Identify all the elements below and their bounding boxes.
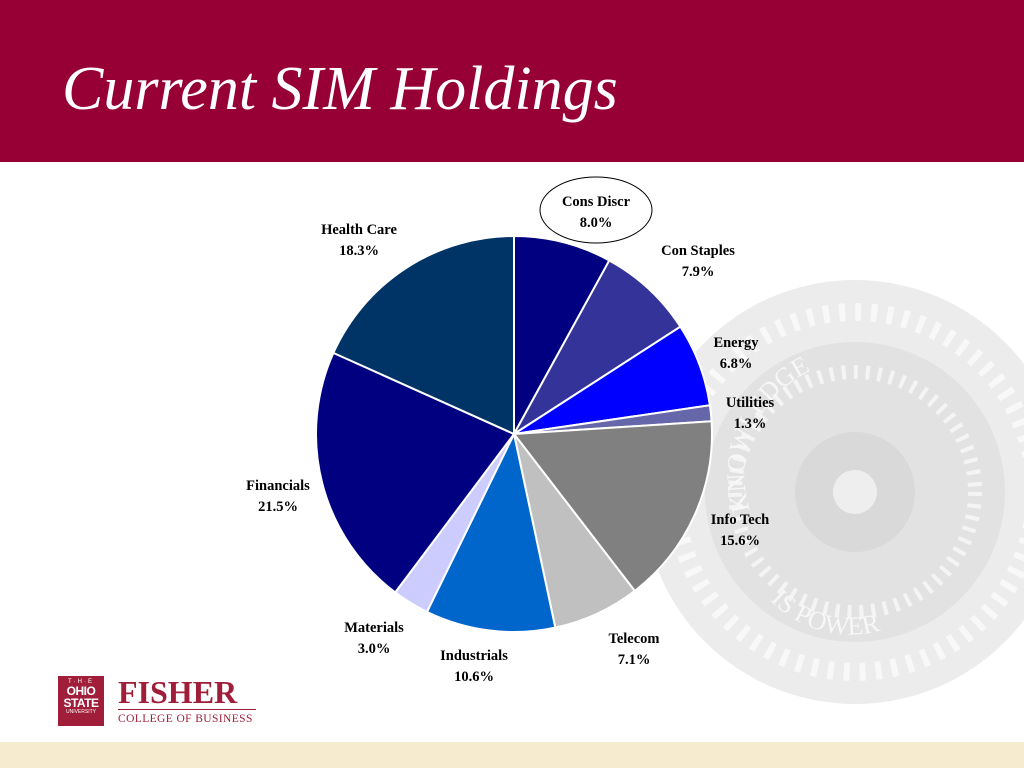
pie-slice-cons-discr xyxy=(513,234,611,435)
pie-slice-industrials xyxy=(425,430,557,633)
seal-line-ohio: OHIO xyxy=(66,684,96,698)
pie-slice-health-care xyxy=(332,234,515,436)
slice-value-financials: 21.5% xyxy=(258,499,298,515)
slice-value-energy: 6.8% xyxy=(720,356,753,372)
pie-slice-con-staples xyxy=(513,259,682,435)
slice-label-cons-discr: Cons Discr xyxy=(562,194,631,210)
slice-value-cons-discr: 8.0% xyxy=(580,215,613,231)
slice-label-energy: Energy xyxy=(713,335,759,351)
slice-label-industrials: Industrials xyxy=(440,648,508,664)
seal-line-state: STATE xyxy=(63,696,99,710)
title-banner: Current SIM Holdings xyxy=(0,0,1024,162)
seal-top-text: T·H·E xyxy=(68,679,94,685)
logo-subtitle: COLLEGE OF BUSINESS xyxy=(118,713,253,725)
slice-value-info-tech: 15.6% xyxy=(720,533,760,549)
slide-title: Current SIM Holdings xyxy=(62,55,618,123)
slice-label-materials: Materials xyxy=(344,620,404,636)
pie-slice-info-tech xyxy=(512,420,713,593)
slice-value-industrials: 10.6% xyxy=(454,669,494,685)
slice-value-telecom: 7.1% xyxy=(618,652,651,668)
seal-watermark: KNOWLEDGE IS POWER xyxy=(643,280,1024,704)
logo-name: FISHER xyxy=(118,674,238,710)
fisher-logo: T·H·E OHIO STATE UNIVERSITY FISHER COLLE… xyxy=(58,676,268,728)
slice-label-utilities: Utilities xyxy=(726,395,775,411)
highlight-ellipse-cons-discr xyxy=(539,176,653,244)
slice-value-materials: 3.0% xyxy=(358,641,391,657)
slice-label-financials: Financials xyxy=(246,478,310,494)
seal-line-university: UNIVERSITY xyxy=(65,709,96,715)
slice-value-health-care: 18.3% xyxy=(339,243,379,259)
slice-value-utilities: 1.3% xyxy=(734,416,767,432)
logo-divider xyxy=(118,709,256,710)
slice-label-health-care: Health Care xyxy=(321,222,397,238)
footer-band xyxy=(0,742,1024,768)
ohio-state-seal: T·H·E OHIO STATE UNIVERSITY xyxy=(58,676,104,726)
slice-label-info-tech: Info Tech xyxy=(711,512,769,528)
slice-label-telecom: Telecom xyxy=(608,631,659,647)
slice-value-con-staples: 7.9% xyxy=(682,264,715,280)
slice-label-con-staples: Con Staples xyxy=(661,243,735,259)
